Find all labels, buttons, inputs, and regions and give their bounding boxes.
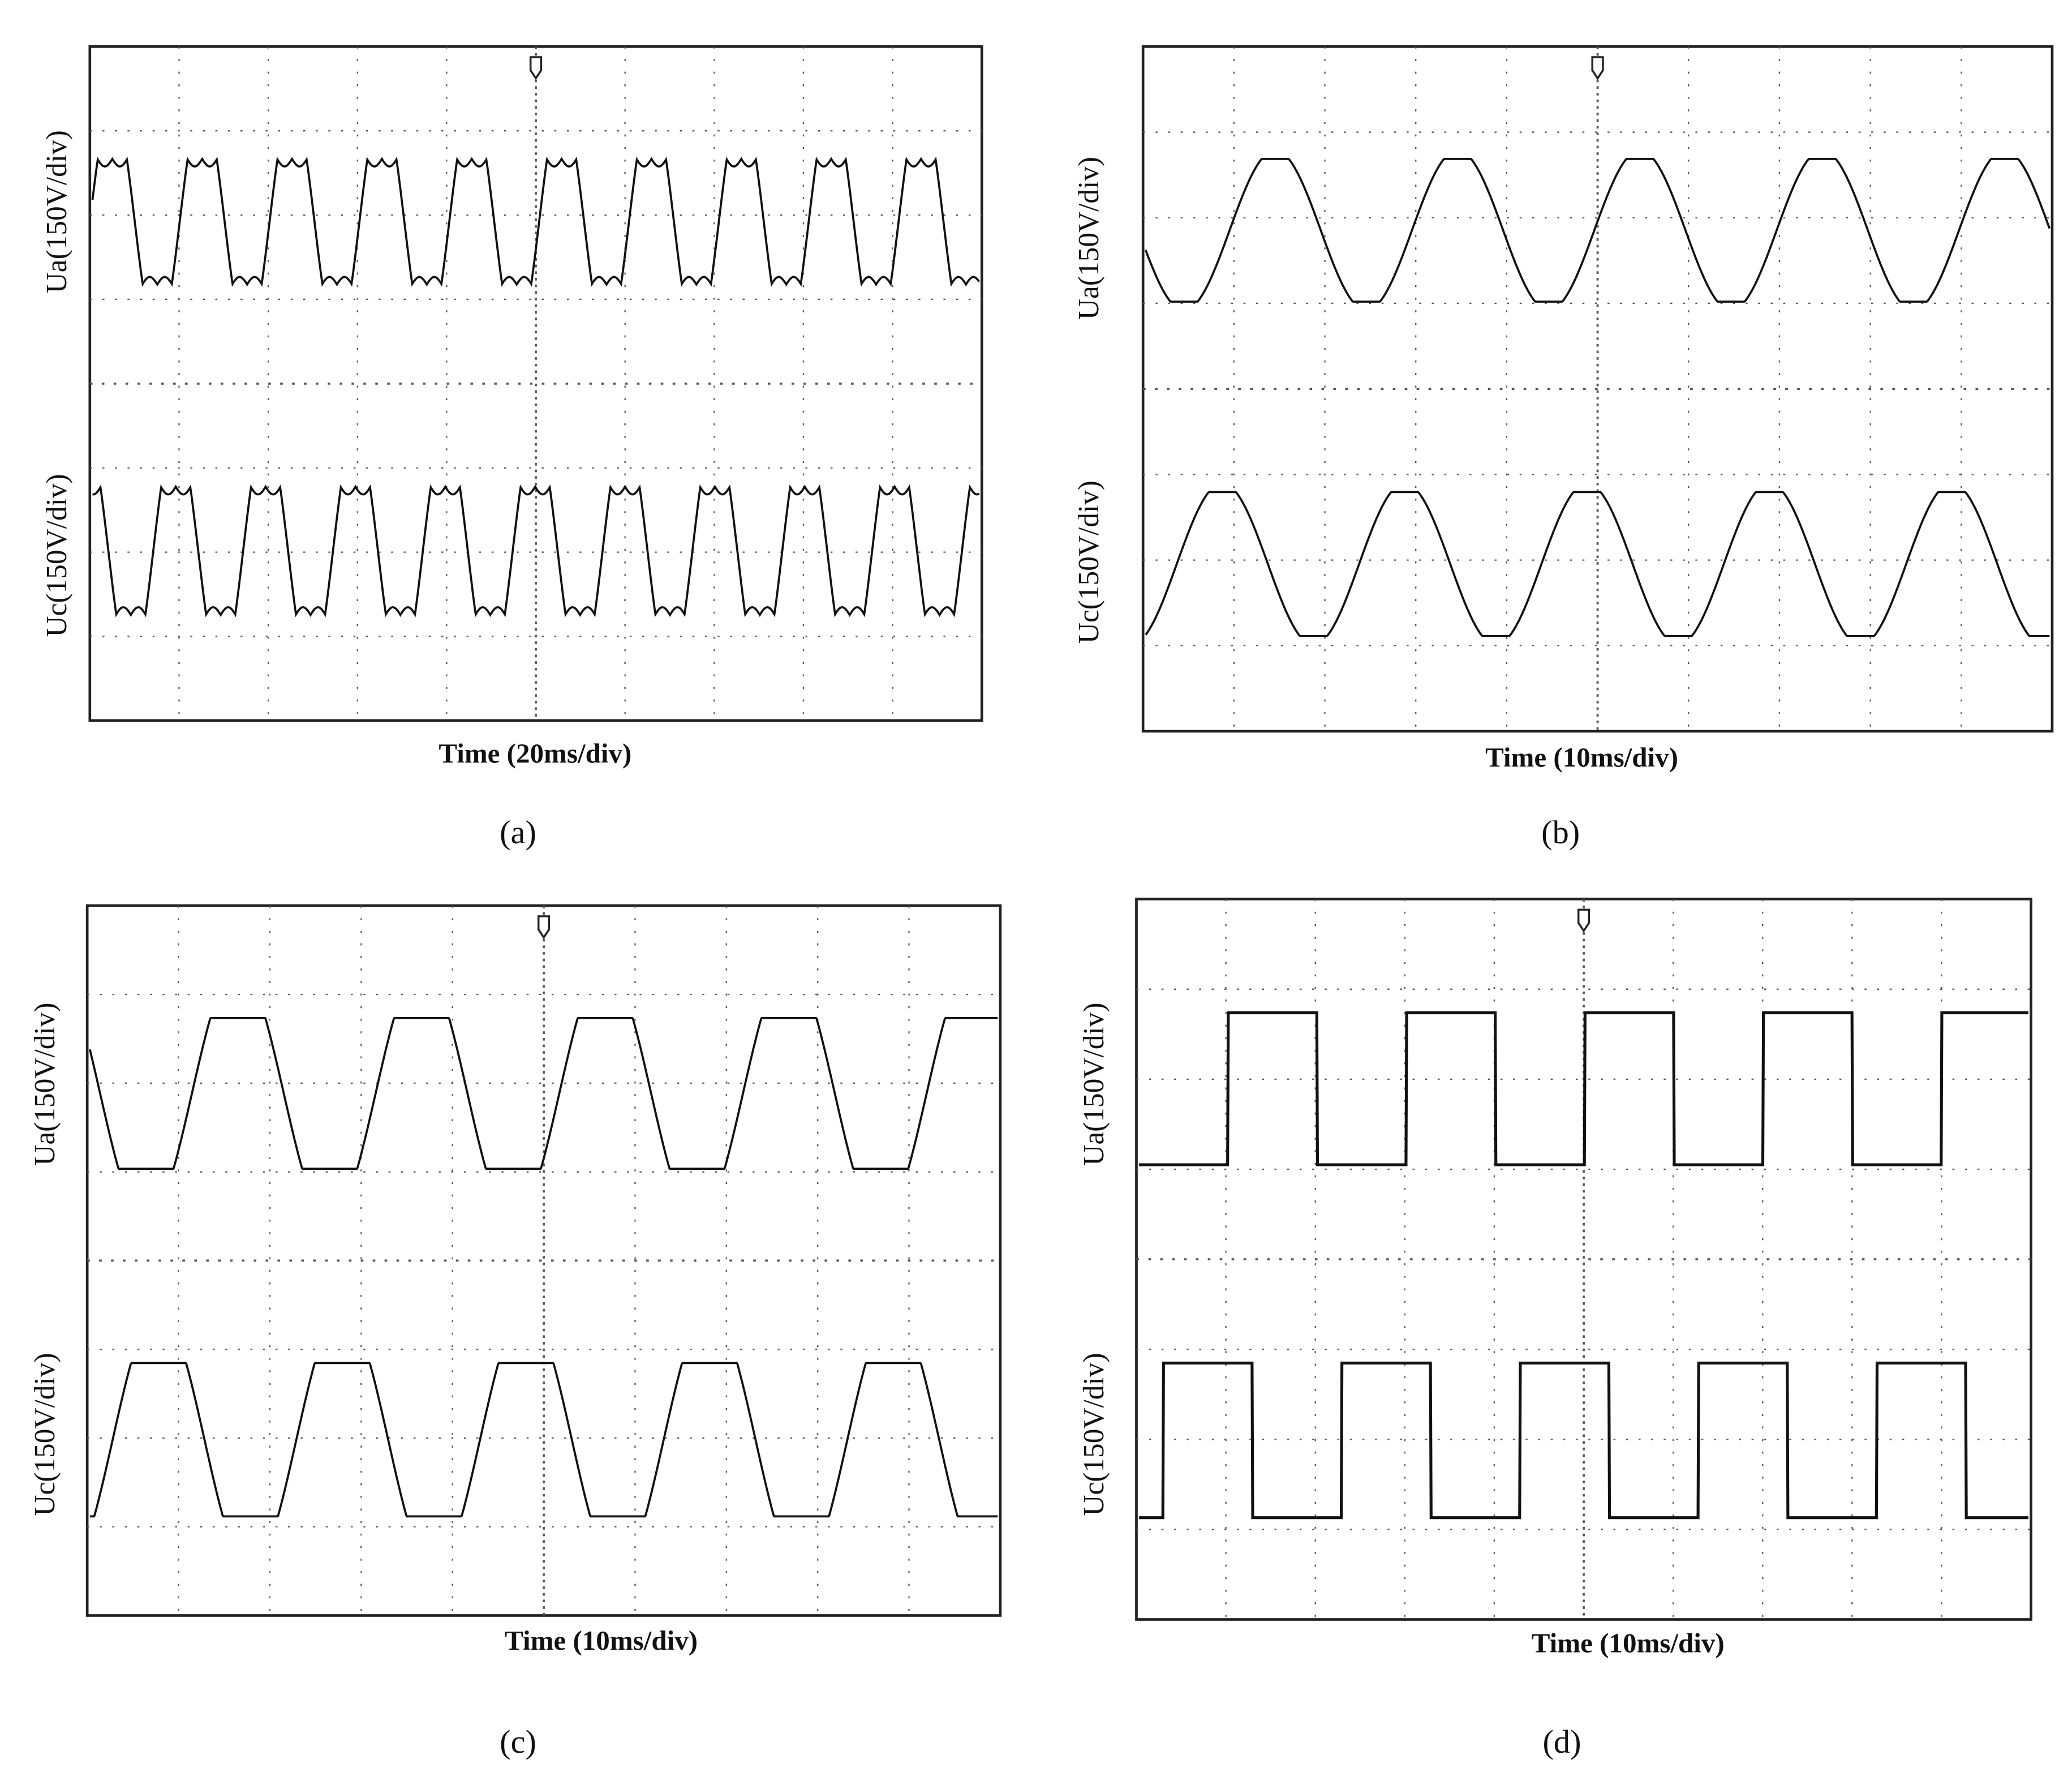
uc-trace	[89, 1362, 998, 1518]
y-axis-label: Ua(150V/div)	[41, 130, 73, 293]
trigger-marker	[529, 56, 543, 80]
uc-trace	[92, 484, 980, 617]
panel-caption: (a)	[500, 814, 536, 851]
x-axis-label: Time (10ms/div)	[1485, 742, 1678, 773]
y-axis-label: Uc(150V/div)	[41, 474, 73, 637]
panel-caption: (c)	[500, 1723, 536, 1760]
scope-panel: Ua(150V/div) Uc(150V/div) Time (20ms/div) (…	[41, 45, 983, 851]
y-axis-label: Uc(150V/div)	[1078, 1353, 1110, 1516]
y-axis-label: Ua(150V/div)	[29, 1003, 61, 1166]
x-axis-label: Time (20ms/div)	[439, 738, 631, 769]
scope-panel: Ua(150V/div) Uc(150V/div) Time (10ms/div) (…	[29, 904, 1002, 1760]
trigger-marker	[1591, 56, 1604, 80]
y-axis-label: Ua(150V/div)	[1073, 157, 1105, 320]
y-axis-label: Uc(150V/div)	[29, 1353, 61, 1516]
trigger-marker	[537, 915, 551, 939]
panel-caption: (d)	[1542, 1723, 1581, 1760]
scope-panel: Ua(150V/div) Uc(150V/div) Time (10ms/div) (…	[1073, 45, 2054, 851]
trigger-marker	[1577, 908, 1590, 933]
screen-frame	[85, 904, 1002, 1617]
ua-trace	[1145, 157, 2051, 303]
ua-trace	[1139, 1011, 2028, 1166]
x-axis-label: Time (10ms/div)	[505, 1625, 698, 1656]
uc-trace	[1139, 1361, 2028, 1520]
x-axis-label: Time (10ms/div)	[1532, 1627, 1725, 1658]
y-axis-label: Ua(150V/div)	[1078, 1003, 1110, 1166]
panel-caption: (b)	[1541, 814, 1580, 851]
scope-panel: Ua(150V/div) Uc(150V/div) Time (10ms/div) (…	[1078, 898, 2032, 1760]
y-axis-label: Uc(150V/div)	[1073, 480, 1105, 643]
uc-trace	[1145, 491, 2050, 637]
ua-trace	[88, 1017, 998, 1170]
ua-trace	[91, 156, 981, 287]
